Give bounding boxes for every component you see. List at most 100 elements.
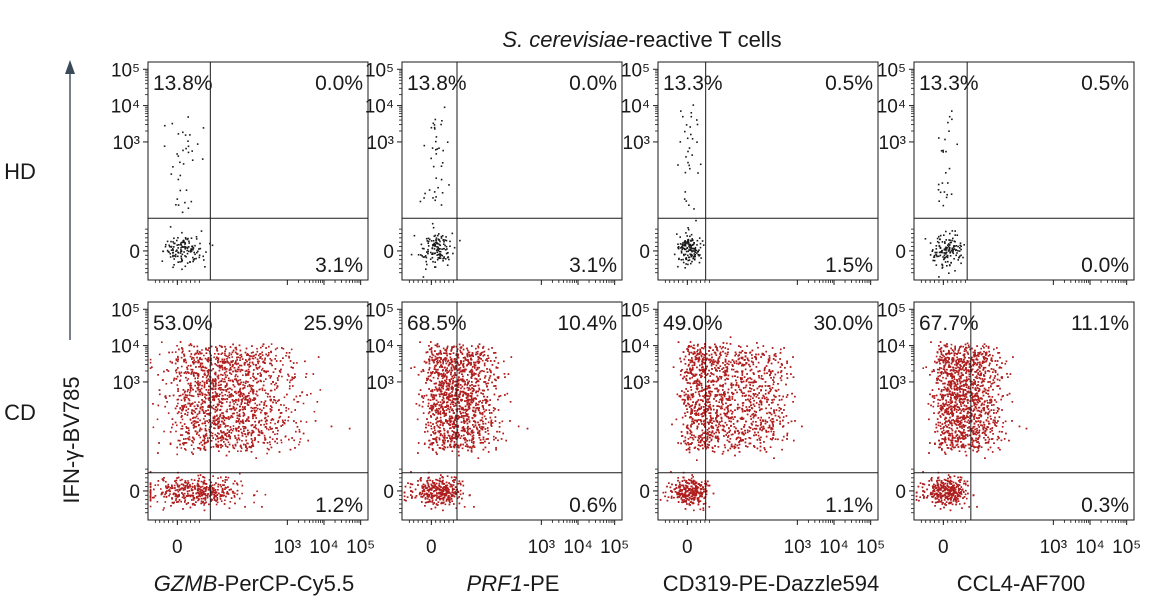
event-dot (212, 368, 214, 370)
event-dot (246, 449, 248, 452)
event-dot (936, 237, 939, 240)
event-dot (182, 389, 185, 391)
event-dot (244, 444, 247, 446)
event-dot (220, 500, 223, 502)
event-dot (220, 383, 222, 386)
event-dot (189, 384, 191, 387)
event-dot (222, 417, 225, 420)
event-dot (201, 380, 204, 383)
event-dot (149, 361, 152, 364)
event-dot (446, 256, 449, 259)
event-dot (250, 384, 253, 387)
event-dot (201, 422, 204, 425)
event-dot (228, 431, 230, 433)
event-dot (242, 406, 244, 408)
event-dot (679, 236, 681, 238)
event-dot (219, 415, 221, 418)
event-dot (215, 346, 217, 348)
event-dot (238, 413, 241, 416)
event-dot (198, 401, 200, 403)
event-dot (189, 382, 192, 385)
event-dot (177, 485, 179, 488)
event-dot (239, 364, 241, 367)
event-dot (244, 506, 246, 508)
event-dot (238, 344, 241, 347)
event-dot (233, 494, 236, 497)
event-dot (191, 370, 193, 373)
event-dot (246, 374, 248, 376)
event-dot (684, 267, 686, 269)
event-dot (933, 254, 936, 257)
event-dot (217, 404, 219, 407)
event-dot (192, 361, 194, 363)
event-dot (203, 383, 206, 386)
event-dot (165, 383, 168, 385)
event-dot (273, 396, 275, 398)
event-dot (687, 241, 690, 244)
event-dot (261, 432, 264, 434)
event-dot (273, 399, 275, 401)
event-dot (195, 372, 198, 374)
event-dot (218, 395, 220, 397)
event-dot (182, 149, 184, 152)
event-dot (195, 236, 198, 238)
event-dot (181, 253, 184, 256)
event-dot (427, 248, 429, 251)
event-dot (231, 399, 234, 401)
event-dot (957, 250, 959, 252)
event-dot (261, 506, 263, 508)
event-dot (266, 452, 268, 455)
event-dot (149, 505, 152, 508)
event-dot (216, 357, 219, 360)
event-dot (195, 492, 197, 495)
event-dot (185, 361, 187, 364)
event-dot (200, 403, 203, 406)
event-dot (213, 380, 215, 382)
event-dot (235, 373, 237, 376)
event-dot (220, 405, 222, 407)
event-dot (193, 361, 196, 364)
event-dot (184, 481, 186, 484)
event-dot (939, 234, 942, 237)
event-dot (181, 405, 183, 407)
event-dot (255, 457, 257, 459)
event-dot (217, 444, 219, 447)
event-dot (423, 144, 426, 147)
event-dot (192, 441, 194, 444)
event-dot (194, 430, 197, 432)
y-tick-label: 10³ (623, 133, 650, 154)
event-dot (184, 496, 187, 499)
event-dot (244, 398, 246, 401)
event-dot (690, 112, 693, 114)
event-dot (217, 446, 219, 448)
event-dot (688, 243, 691, 246)
event-dot (187, 237, 189, 240)
event-dot (176, 345, 178, 347)
event-dot (189, 387, 192, 390)
event-dot (246, 353, 249, 355)
event-dot (694, 249, 696, 251)
event-dot (429, 258, 432, 260)
event-dot (229, 426, 232, 428)
event-dot (287, 373, 289, 376)
event-dot (197, 393, 199, 396)
event-dot (228, 489, 231, 491)
event-dot (207, 358, 209, 361)
event-dot (211, 422, 213, 424)
event-dot (234, 401, 237, 403)
event-dot (195, 257, 197, 260)
event-dot (228, 434, 230, 436)
event-dot (172, 394, 175, 397)
event-dot (693, 248, 695, 250)
event-dot (204, 424, 207, 427)
event-dot (449, 245, 451, 247)
event-dot (240, 480, 242, 483)
event-dot (178, 486, 180, 488)
event-dot (189, 484, 191, 486)
event-dot (242, 421, 244, 423)
event-dot (225, 417, 227, 419)
event-dot (214, 427, 216, 430)
event-dot (164, 501, 167, 503)
event-dot (270, 409, 273, 411)
event-dot (276, 442, 279, 444)
